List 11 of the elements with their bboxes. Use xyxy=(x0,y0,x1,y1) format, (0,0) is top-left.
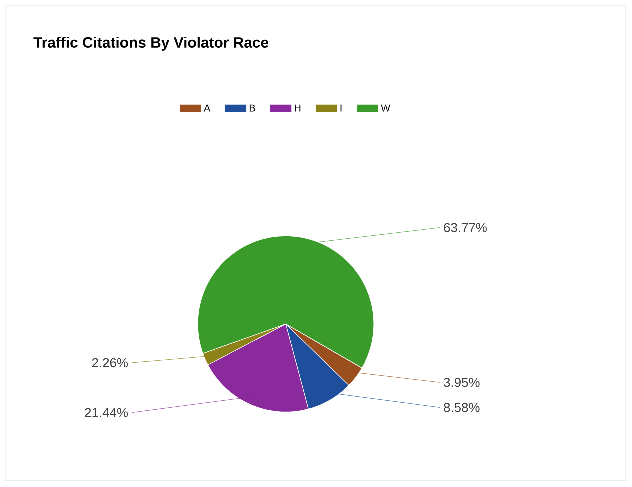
data-label: 3.95% xyxy=(444,378,480,388)
legend-label: W xyxy=(381,104,390,112)
legend-label: A xyxy=(204,104,211,112)
data-label: 8.58% xyxy=(444,403,480,412)
chart-title: Traffic Citations By Violator Race xyxy=(34,37,269,51)
legend-label: B xyxy=(250,104,256,112)
legend-label: I xyxy=(340,104,342,112)
data-label: 21.44% xyxy=(85,408,128,418)
legend-label: H xyxy=(295,104,301,112)
data-label: 63.77% xyxy=(444,223,487,232)
data-label: 2.26% xyxy=(92,358,128,368)
